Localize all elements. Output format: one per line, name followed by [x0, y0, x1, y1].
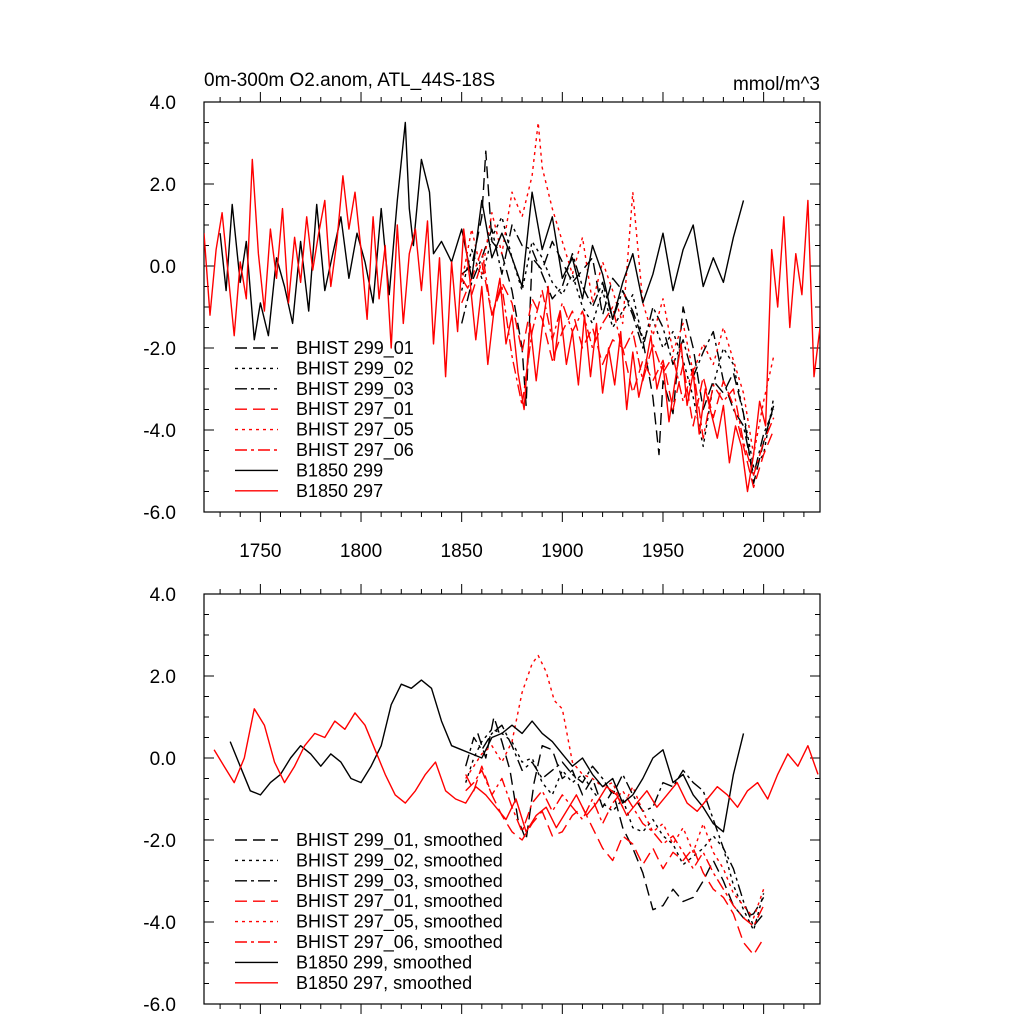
series-line [213, 708, 819, 833]
chart-title: 0m-300m O2.anom, ATL_44S-18S [204, 70, 495, 91]
legend-label: BHIST 299_03, smoothed [296, 871, 503, 892]
legend-label: B1850 297 [296, 481, 383, 501]
series-line [465, 654, 765, 919]
y-tick-label: -4.0 [143, 421, 176, 442]
series-line [461, 150, 775, 484]
chart-panel-bottom: 4.0 2.0 0.0 -2.0 -4.0 -6.0 BHIST 299_01, smoo… [143, 584, 821, 1016]
legend-label: BHIST 297_01, smoothed [296, 891, 503, 912]
series-line [219, 121, 745, 341]
x-tick-label: 2000 [742, 541, 784, 562]
legend-label: BHIST 297_05, smoothed [296, 912, 503, 933]
y-tick-label: 0.0 [150, 257, 176, 278]
x-tick-label: 1850 [441, 541, 483, 562]
series-line [461, 216, 775, 468]
axis-ticks-bottom: 4.0 2.0 0.0 -2.0 -4.0 -6.0 [143, 584, 820, 1016]
series-line [461, 224, 775, 476]
legend-label: BHIST 297_06, smoothed [296, 932, 503, 953]
legend-label: BHIST 299_02, smoothed [296, 850, 503, 871]
chart-panel-top: 0m-300m O2.anom, ATL_44S-18S mmol/m^3 4.… [143, 70, 821, 562]
legend-label: BHIST 299_01 [296, 338, 414, 359]
x-tick-label: 1900 [541, 541, 583, 562]
x-tick-label: 1950 [642, 541, 684, 562]
y-tick-label: 4.0 [150, 93, 176, 114]
series-line [465, 724, 765, 927]
legend-label: BHIST 299_01, smoothed [296, 830, 503, 851]
series-line [204, 158, 820, 493]
legend-label: BHIST 297_06 [296, 440, 414, 461]
legend-label: B1850 297, smoothed [296, 973, 472, 993]
y-tick-label: -6.0 [143, 503, 176, 524]
y-tick-label: 0.0 [150, 749, 176, 770]
series-line [461, 248, 775, 476]
axis-ticks-top: 4.0 2.0 0.0 -2.0 -4.0 -6.0 1750 1800 1850 1900 195… [143, 92, 820, 562]
y-tick-label: -2.0 [143, 831, 176, 852]
legend-label: BHIST 299_03 [296, 379, 414, 400]
legend-label: B1850 299, smoothed [296, 952, 472, 972]
x-tick-label: 1800 [340, 541, 382, 562]
x-tick-label: 1750 [239, 541, 281, 562]
series-line [461, 121, 775, 456]
series-line [229, 679, 745, 833]
y-tick-label: 2.0 [150, 175, 176, 196]
legend-label: BHIST 299_02 [296, 358, 414, 379]
series-line [477, 716, 765, 919]
y-tick-label: -2.0 [143, 339, 176, 360]
legend-label: BHIST 297_01 [296, 399, 414, 420]
y-tick-label: 4.0 [150, 585, 176, 606]
chart-units: mmol/m^3 [733, 74, 820, 95]
legend-label: BHIST 297_05 [296, 420, 414, 441]
legend-label: B1850 299 [296, 460, 383, 480]
y-tick-label: -6.0 [143, 995, 176, 1016]
y-tick-label: 2.0 [150, 667, 176, 688]
y-tick-label: -4.0 [143, 913, 176, 934]
series-line [461, 261, 775, 489]
series-line [465, 765, 765, 956]
